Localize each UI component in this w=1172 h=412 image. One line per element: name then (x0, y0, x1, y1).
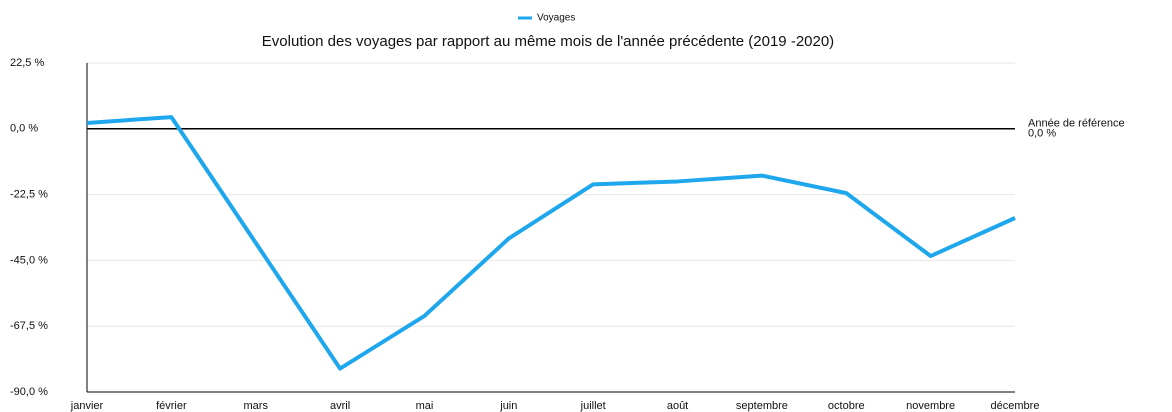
legend-label: Voyages (537, 13, 575, 24)
x-tick-label: avril (330, 400, 350, 412)
x-tick-label: septembre (736, 400, 788, 412)
y-tick-label: -90,0 % (10, 386, 48, 398)
reference-label: 0,0 % (1028, 128, 1056, 140)
y-tick-label: 22,5 % (10, 57, 44, 69)
x-tick-label: décembre (991, 400, 1040, 412)
y-tick-label: -67,5 % (10, 320, 48, 332)
x-tick-label: octobre (828, 400, 865, 412)
x-tick-label: juin (499, 400, 517, 412)
y-tick-label: -45,0 % (10, 254, 48, 266)
x-tick-label: mai (416, 400, 434, 412)
x-tick-label: février (156, 400, 187, 412)
data-line (86, 115, 1016, 371)
y-tick-label: -22,5 % (10, 189, 48, 201)
chart-title: Evolution des voyages par rapport au mêm… (262, 33, 834, 50)
x-tick-label: mars (244, 400, 269, 412)
x-tick-label: novembre (906, 400, 955, 412)
x-tick-label: juillet (580, 400, 606, 412)
reference-label: Année de référence (1028, 118, 1125, 130)
x-tick-label: janvier (70, 400, 104, 412)
y-tick-label: 0,0 % (10, 123, 38, 135)
x-tick-label: août (667, 400, 688, 412)
